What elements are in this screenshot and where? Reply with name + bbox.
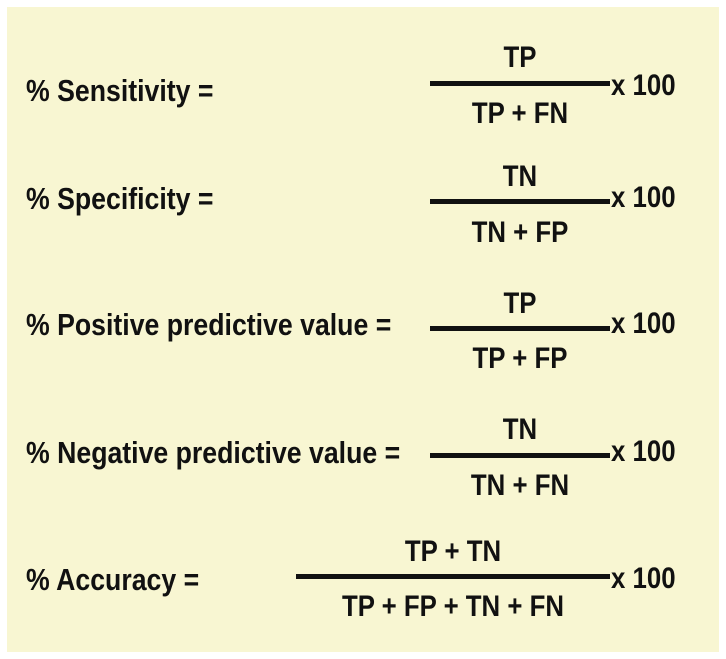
formula-numerator: TP	[503, 287, 537, 320]
formula-denominator: TN + FP	[471, 216, 569, 249]
fraction-bar	[296, 574, 610, 579]
formula-numerator: TN	[502, 160, 538, 193]
fraction-bar	[430, 453, 610, 458]
formula-multiplier: x 100	[611, 69, 676, 102]
formula-denominator: TP + FP + TN + FN	[341, 590, 564, 623]
formula-denominator: TP + FN	[471, 97, 569, 130]
fraction-bar	[430, 326, 610, 331]
formula-label: % Specificity =	[26, 181, 214, 216]
formula-label: % Accuracy =	[26, 562, 200, 597]
formula-multiplier: x 100	[611, 307, 676, 340]
formula-label: % Positive predictive value =	[26, 307, 392, 342]
formula-multiplier: x 100	[611, 562, 676, 595]
formula-label: % Negative predictive value =	[26, 435, 401, 470]
formula-denominator: TN + FN	[470, 469, 570, 502]
formula-label: % Sensitivity =	[26, 73, 214, 108]
fraction-bar	[430, 199, 610, 204]
formula-panel: % Sensitivity = TP TP + FN x 100 % Speci…	[7, 7, 719, 652]
formula-numerator: TP + TN	[404, 535, 502, 568]
formula-multiplier: x 100	[611, 435, 676, 468]
formula-multiplier: x 100	[611, 181, 676, 214]
fraction-bar	[430, 81, 610, 86]
formula-denominator: TP + FP	[472, 342, 568, 375]
formula-numerator: TN	[502, 413, 538, 446]
formula-numerator: TP	[503, 41, 537, 74]
